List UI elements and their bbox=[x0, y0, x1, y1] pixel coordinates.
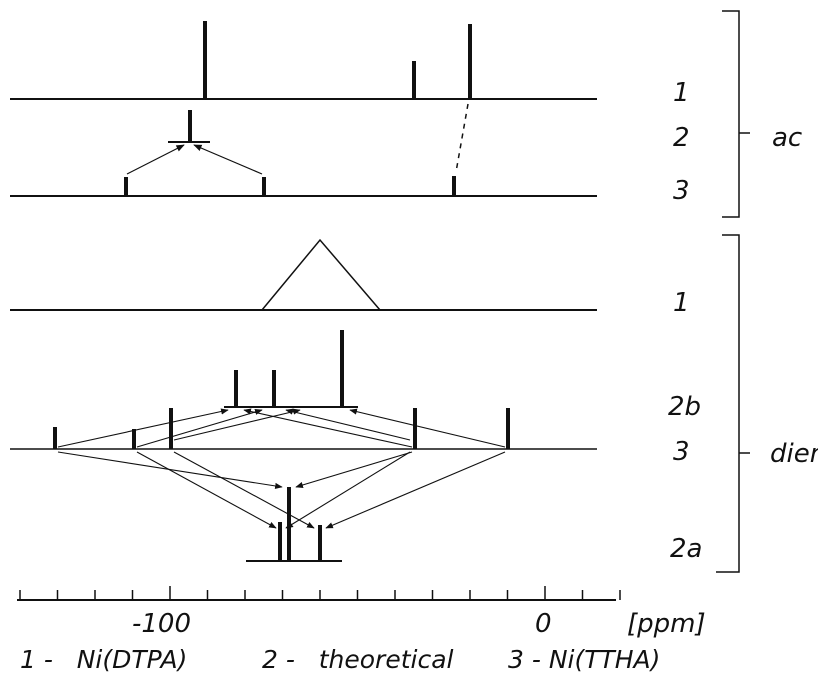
dien-spectrum-1 bbox=[261, 238, 381, 311]
baselines bbox=[10, 98, 597, 450]
dien-arrow bbox=[295, 451, 413, 488]
ac-spectrum-2 bbox=[126, 103, 469, 175]
group-label-ac: ac bbox=[772, 123, 802, 153]
bracket-ac bbox=[722, 10, 750, 218]
dien-arrow bbox=[243, 408, 413, 448]
row-label-dien-2a: 2a bbox=[670, 534, 702, 564]
tick-label-minus-100: -100 bbox=[132, 609, 191, 639]
tick-label-zero: 0 bbox=[535, 609, 552, 639]
dien-1-broad-peak bbox=[261, 238, 381, 311]
dien-arrows-down bbox=[57, 451, 506, 529]
row-label-ac-2: 2 bbox=[673, 123, 690, 153]
ac-spectrum-1-lines bbox=[203, 21, 472, 99]
ac-spectrum-3-lines bbox=[124, 176, 456, 196]
dien-arrow bbox=[285, 451, 411, 529]
row-label-dien-1: 1 bbox=[673, 288, 690, 318]
dien-arrow bbox=[136, 409, 263, 448]
dien-arrows-up bbox=[57, 408, 506, 448]
bracket-dien bbox=[716, 234, 750, 573]
group-brackets: ac dien bbox=[716, 10, 818, 573]
dien-spectrum-3-lines bbox=[53, 408, 510, 449]
row-label-dien-3: 3 bbox=[673, 437, 690, 467]
legend-item-3: 3 - Ni(TTHA) bbox=[508, 645, 660, 674]
dien-arrow bbox=[325, 451, 506, 529]
row-label-dien-2b: 2b bbox=[668, 392, 701, 422]
dien-arrow bbox=[57, 408, 229, 448]
dien-arrow bbox=[349, 408, 506, 448]
ac-correlation-dash bbox=[455, 103, 469, 173]
row-label-ac-3: 3 bbox=[673, 176, 690, 206]
ac-2-arrow bbox=[193, 144, 263, 175]
axis-ticks bbox=[19, 586, 621, 600]
dien-arrow bbox=[136, 451, 277, 529]
dien-spectrum-2b bbox=[224, 330, 358, 408]
legend: 1 - Ni(DTPA) 2 - theoretical 3 - Ni(TTHA… bbox=[20, 645, 660, 674]
row-label-ac-1: 1 bbox=[673, 78, 690, 108]
dien-arrow bbox=[173, 451, 315, 529]
ppm-axis: -100 0 [ppm] bbox=[17, 586, 706, 639]
axis-unit-label: [ppm] bbox=[627, 609, 706, 639]
dien-arrow bbox=[173, 408, 301, 441]
legend-item-1: 1 - Ni(DTPA) bbox=[20, 645, 187, 674]
dien-spectrum-2a bbox=[246, 487, 342, 562]
row-labels: 1 2 3 1 2b 3 2a bbox=[668, 78, 702, 564]
dien-arrow bbox=[285, 408, 411, 441]
group-label-dien: dien bbox=[770, 439, 818, 469]
ac-2-arrow bbox=[126, 144, 185, 175]
legend-item-2: 2 - theoretical bbox=[262, 645, 454, 674]
